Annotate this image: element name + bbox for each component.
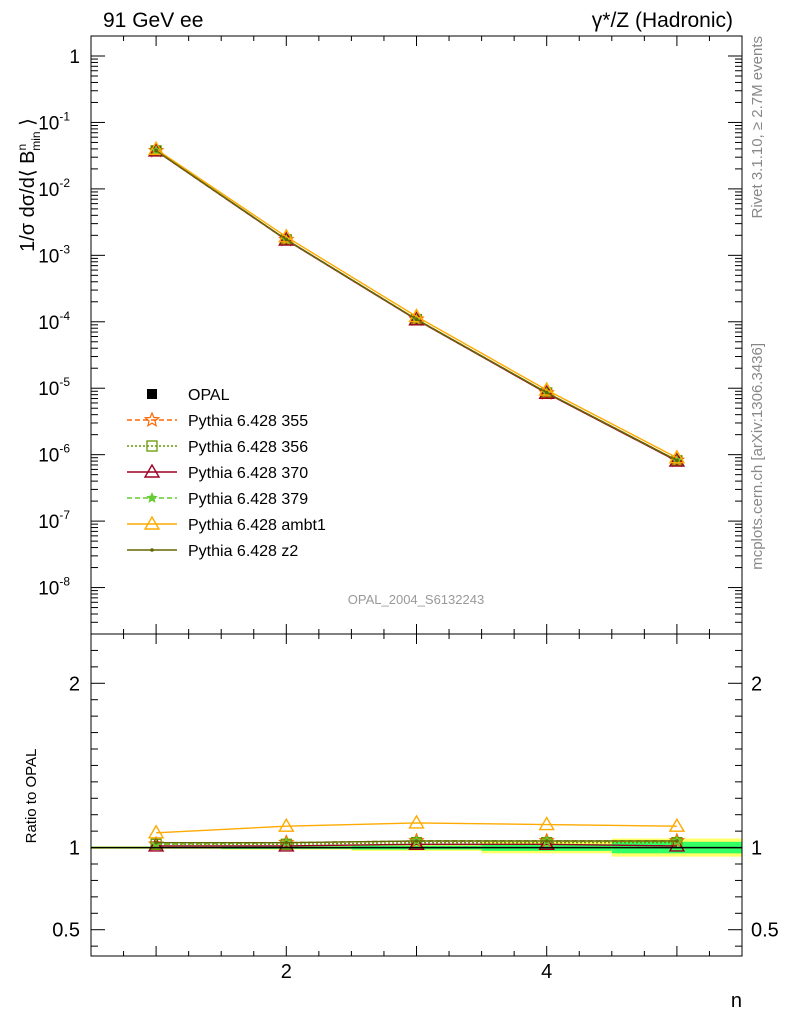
y-tick-label: 10-5: [38, 375, 70, 400]
ratio-point-z2: [284, 840, 289, 845]
legend-marker-p370: [143, 463, 161, 478]
point-ambt1: [668, 449, 686, 464]
header-right: γ*/Z (Hadronic): [592, 9, 733, 32]
series-line-ambt1: [155, 148, 678, 459]
point-z2: [544, 390, 549, 395]
ratio-y-tick-label-right: 2: [751, 673, 762, 695]
ratio-point-ambt1: [538, 816, 555, 831]
ratio-point-p370: [668, 837, 686, 852]
ratio-point-z2: [414, 839, 419, 843]
legend-marker-p356: [146, 440, 158, 452]
point-ambt1: [147, 140, 165, 155]
legend-marker-p379: [146, 492, 158, 503]
ratio-point-z2: [154, 840, 158, 845]
y-tick-label: 10-8: [38, 575, 70, 600]
legend-marker-ambt1: [143, 515, 161, 530]
legend: OPAL Pythia 6.428 355 Pythia 6.428 356 Pyth…: [127, 387, 326, 560]
legend-label-z2: Pythia 6.428 z2: [188, 543, 298, 560]
axis-ticks: 2 4 1 10-1 10-2 10-3 10-4 10-5 10-6 10-7 10-8 0.5 0.…: [38, 35, 779, 983]
rivet-label: Rivet 3.1.10, ≥ 2.7M events: [749, 36, 766, 219]
legend-label-p379: Pythia 6.428 379: [188, 491, 308, 508]
ratio-line-p370: [156, 843, 677, 847]
point-ambt1: [278, 228, 295, 243]
ratio-y-tick-label: 2: [69, 673, 80, 695]
ratio-y-tick-label-right: 1: [751, 838, 762, 860]
x-tick-label: 2: [281, 961, 292, 983]
y-tick-label: 10-3: [38, 242, 70, 267]
ratio-frame: [90, 633, 743, 957]
point-z2: [284, 237, 289, 242]
legend-label-p356: Pythia 6.428 356: [188, 439, 308, 456]
ratio-point-z2: [675, 839, 679, 843]
y-tick-label: 10-2: [38, 176, 70, 201]
point-z2: [154, 148, 158, 153]
y-tick-label: 10-1: [38, 109, 70, 134]
main-ylabel: 1/σ dσ/d⟨ Bnmin ⟩: [15, 118, 43, 252]
ratio-ylabel: Ratio to OPAL: [23, 749, 40, 844]
ratio-point-ambt1: [408, 814, 425, 829]
ratio-line-ambt1: [156, 822, 677, 834]
legend-label-p370: Pythia 6.428 370: [188, 465, 308, 482]
y-tick-label: 10-6: [38, 442, 70, 467]
legend-marker-z2: [150, 548, 154, 552]
watermark: OPAL_2004_S6132243: [348, 592, 484, 607]
legend-marker-opal: [147, 389, 157, 399]
ratio-y-tick-label: 1: [69, 838, 80, 860]
x-axis-label: n: [731, 990, 742, 1012]
header-left: 91 GeV ee: [103, 9, 203, 32]
ratio-point-p370: [538, 835, 555, 850]
ratio-point-p370: [278, 837, 295, 852]
ratio-point-ambt1: [147, 824, 165, 839]
legend-label-opal: OPAL: [188, 387, 230, 404]
ratio-point-z2: [544, 839, 549, 843]
ratio-y-tick-label: 0.5: [52, 920, 80, 942]
y-tick-label: 10-7: [38, 508, 70, 533]
mcplots-label: mcplots.cern.ch [arXiv:1306.3436]: [749, 343, 766, 570]
data-series: [91, 140, 742, 852]
legend-label-ambt1: Pythia 6.428 ambt1: [188, 517, 326, 534]
y-tick-label: 10-4: [38, 309, 70, 334]
ratio-point-ambt1: [668, 817, 686, 832]
point-ambt1: [538, 381, 555, 396]
y-tick-label: 1: [69, 47, 80, 68]
legend-label-p355: Pythia 6.428 355: [188, 413, 308, 430]
point-z2: [414, 317, 419, 322]
legend-marker-p355: [143, 411, 161, 427]
ratio-point-ambt1: [278, 817, 295, 832]
ratio-y-tick-label-right: 0.5: [751, 920, 779, 942]
x-tick-label: 4: [541, 961, 552, 983]
ratio-point-p370: [408, 835, 425, 850]
point-ambt1: [408, 308, 425, 323]
point-z2: [675, 458, 679, 463]
